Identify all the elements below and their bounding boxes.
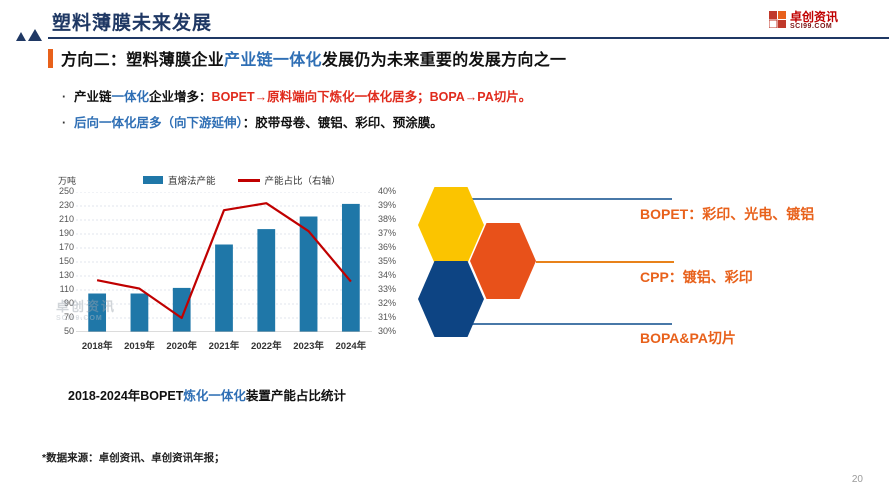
legend-item-line: 产能占比（右轴）: [237, 173, 341, 187]
brand-logo: 卓创资讯 SCI99.COM: [769, 8, 879, 36]
y-axis-tick-left: 130: [58, 270, 74, 280]
chart-canvas: [76, 192, 372, 332]
y-axis-tick-right: 30%: [378, 326, 397, 336]
chart-line-series: [96, 202, 352, 320]
x-axis-tick: 2019年: [124, 341, 155, 352]
brand-name: 卓创资讯: [790, 10, 839, 24]
y-axis-tick-right: 31%: [378, 312, 397, 322]
chart-bar: [88, 293, 107, 332]
source-note: *数据来源：卓创资讯、卓创资讯年报；: [42, 452, 225, 464]
bullet-1-seg3: 企业增多：: [149, 90, 212, 104]
chart-caption-part1: 2018-2024年BOPET: [68, 389, 184, 403]
section-accent-bar: [48, 48, 53, 68]
legend-bar-swatch: [143, 176, 163, 184]
x-axis-tick: 2023年: [293, 341, 324, 352]
hexagon-diagram: BOPET：彩印、光电、镀铝 CPP：镀铝、彩印 BOPA&PA切片: [412, 185, 877, 350]
brand-mark-icon: [769, 11, 786, 28]
page-title: 塑料薄膜未来发展: [52, 13, 213, 34]
bullet-2-seg2: 后向一体化居多（向下游延伸）: [74, 116, 243, 130]
brand-domain: SCI99.COM: [790, 23, 833, 30]
y-axis-tick-right: 40%: [378, 186, 397, 196]
page-number: 20: [851, 474, 863, 485]
y-axis-tick-right: 38%: [378, 214, 397, 224]
header-divider: [48, 37, 889, 39]
legend-item-bar: 直熔法产能: [143, 173, 216, 187]
bullet-1-seg1: 产业链: [74, 90, 112, 104]
bullet-2-seg3: ：胶带母卷、镀铝、彩印、预涂膜。: [242, 116, 443, 130]
y-axis-tick-right: 33%: [378, 284, 397, 294]
y-axis-tick-left: 50: [63, 326, 74, 336]
x-axis-tick: 2022年: [250, 341, 282, 352]
chart-bars: [88, 203, 360, 332]
hexagon-bopet[interactable]: [418, 187, 484, 263]
chart-bar: [130, 293, 149, 332]
x-axis-tick: 2024年: [335, 341, 367, 352]
section-heading-part1: 方向二：塑料薄膜企业: [61, 52, 225, 69]
list-item: · 后向一体化居多（向下游延伸）：胶带母卷、镀铝、彩印、预涂膜。: [62, 110, 852, 136]
y-axis-tick-left: 250: [58, 186, 74, 196]
chart-legend: 直熔法产能 产能占比（右轴）: [143, 173, 341, 187]
y-axis-tick-right: 36%: [378, 242, 397, 252]
hexagon-bopa-pa[interactable]: [418, 261, 484, 337]
chart-caption-highlight: 炼化一体化: [183, 389, 246, 403]
x-axis-tick: 2018年: [81, 341, 113, 352]
y-axis-tick-right: 39%: [378, 200, 397, 210]
y-axis-tick-left: 210: [58, 214, 74, 224]
connector-line-bottom: [466, 323, 672, 325]
connector-line-middle: [536, 261, 674, 263]
mountain-decor-icon: [16, 29, 42, 41]
y-axis-tick-right: 32%: [378, 298, 397, 308]
section-heading: 方向二：塑料薄膜企业产业链一体化发展仍为未来重要的发展方向之一: [48, 46, 566, 70]
chart-bar: [257, 229, 276, 332]
chart-caption-part2: 装置产能占比统计: [245, 389, 346, 403]
bullet-marker: ·: [62, 116, 67, 130]
bullet-list: · 产业链一体化企业增多：BOPET→原料端向下炼化一体化居多；BOPA→PA切片…: [62, 84, 852, 136]
y-axis-tick-left: 150: [58, 256, 74, 266]
capacity-chart: 万吨 直熔法产能 产能占比（右轴） 50 70 90 110 130 150 170 190 2…: [48, 170, 408, 365]
bullet-1-seg4: BOPET→原料端向下炼化一体化居多；BOPA→PA切片。: [211, 90, 532, 104]
chart-unit-label: 万吨: [58, 176, 77, 186]
hex-label-bopet: BOPET：彩印、光电、镀铝: [640, 206, 815, 222]
legend-line-swatch: [237, 178, 260, 182]
y-axis-tick-right: 34%: [378, 270, 397, 280]
section-heading-part2: 发展仍为未来重要的发展方向之一: [321, 52, 567, 69]
section-heading-text: 方向二：塑料薄膜企业产业链一体化发展仍为未来重要的发展方向之一: [61, 46, 566, 70]
hex-label-cpp: CPP：镀铝、彩印: [640, 269, 753, 285]
y-axis-tick-left: 70: [63, 312, 74, 322]
hex-label-bopa-pa: BOPA&PA切片: [640, 330, 736, 346]
y-axis-tick-left: 190: [58, 228, 74, 238]
y-axis-tick-right: 35%: [378, 256, 397, 266]
bullet-1-seg2: 一体化: [111, 90, 150, 104]
chart-bar: [172, 287, 191, 332]
y-axis-tick-left: 230: [58, 200, 74, 210]
chart-bar: [299, 216, 318, 332]
y-axis-tick-left: 90: [63, 298, 74, 308]
slide-header: 塑料薄膜未来发展 卓创资讯 SCI99.COM: [0, 0, 889, 42]
chart-bar: [341, 203, 360, 332]
connector-line-top: [466, 198, 672, 200]
chart-bar: [215, 244, 233, 332]
y-axis-tick-right: 37%: [378, 228, 397, 238]
x-axis-tick: 2021年: [208, 341, 240, 352]
chart-caption: 2018-2024年BOPET炼化一体化装置产能占比统计: [68, 385, 346, 404]
legend-bar-label: 直熔法产能: [168, 176, 216, 187]
y-axis-tick-left: 170: [58, 242, 74, 252]
section-heading-highlight: 产业链一体化: [224, 52, 322, 69]
legend-line-label: 产能占比（右轴）: [264, 176, 341, 187]
chart-plot-area: [76, 192, 372, 332]
y-axis-tick-left: 110: [59, 284, 74, 294]
bullet-marker: ·: [62, 90, 67, 104]
list-item: · 产业链一体化企业增多：BOPET→原料端向下炼化一体化居多；BOPA→PA切片…: [62, 84, 852, 110]
x-axis-tick: 2020年: [166, 341, 198, 352]
